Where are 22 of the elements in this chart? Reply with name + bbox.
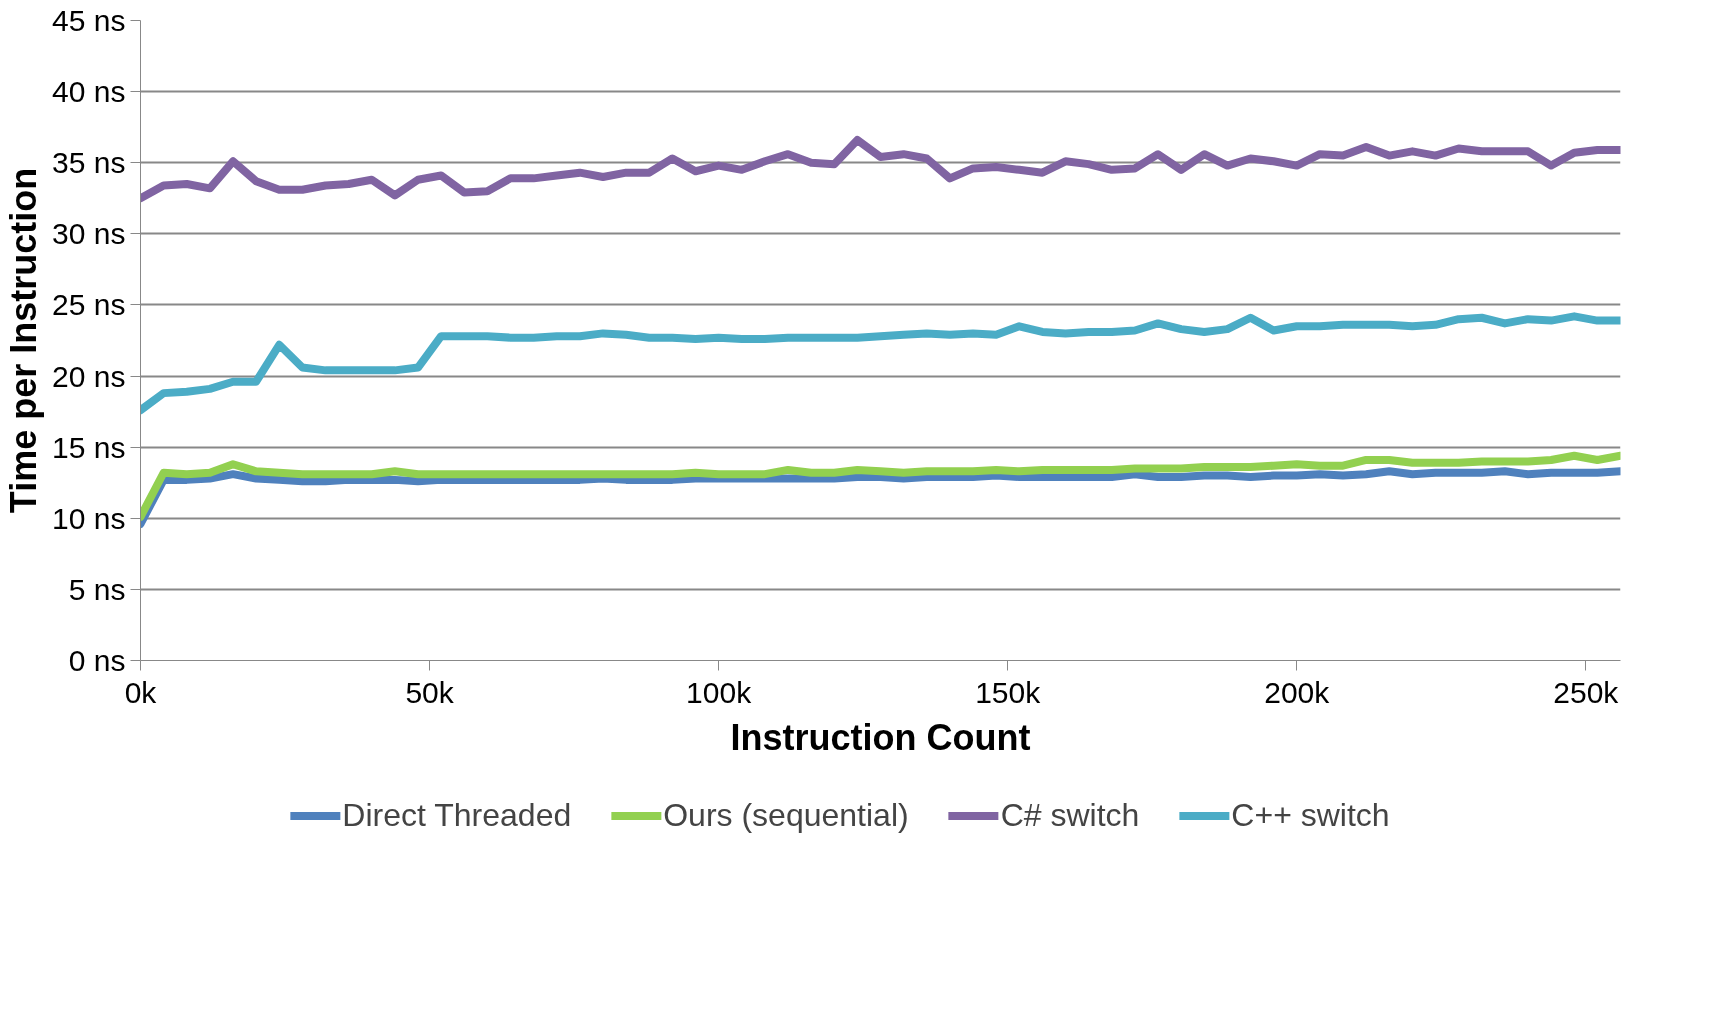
- y-tick-label: 30 ns: [52, 217, 126, 251]
- x-tick-label: 50k: [405, 675, 455, 709]
- y-tick-label: 5 ns: [68, 572, 126, 606]
- legend-label: Direct Threaded: [342, 796, 572, 834]
- y-tick-label: 40 ns: [52, 75, 126, 109]
- x-tick-label: 150k: [975, 675, 1042, 709]
- y-axis-title: Time per Instruction: [3, 167, 45, 514]
- x-tick-label: 0k: [124, 675, 158, 709]
- x-tick-label: 200k: [1264, 675, 1331, 709]
- y-tick-label: 45 ns: [52, 4, 126, 37]
- y-tick-label: 10 ns: [52, 501, 126, 535]
- legend-label: C# switch: [1000, 796, 1140, 834]
- y-tick-label: 15 ns: [52, 430, 126, 464]
- legend-label: C++ switch: [1231, 796, 1390, 834]
- y-tick-label: 20 ns: [52, 359, 126, 393]
- x-tick-label: 250k: [1553, 675, 1620, 709]
- y-tick-label: 35 ns: [52, 146, 126, 180]
- x-tick-label: 100k: [686, 675, 753, 709]
- legend-label: Ours (sequential): [663, 796, 909, 834]
- y-tick-label: 0 ns: [68, 644, 126, 677]
- x-axis-title: Instruction Count: [730, 716, 1031, 758]
- y-tick-label: 25 ns: [52, 288, 126, 322]
